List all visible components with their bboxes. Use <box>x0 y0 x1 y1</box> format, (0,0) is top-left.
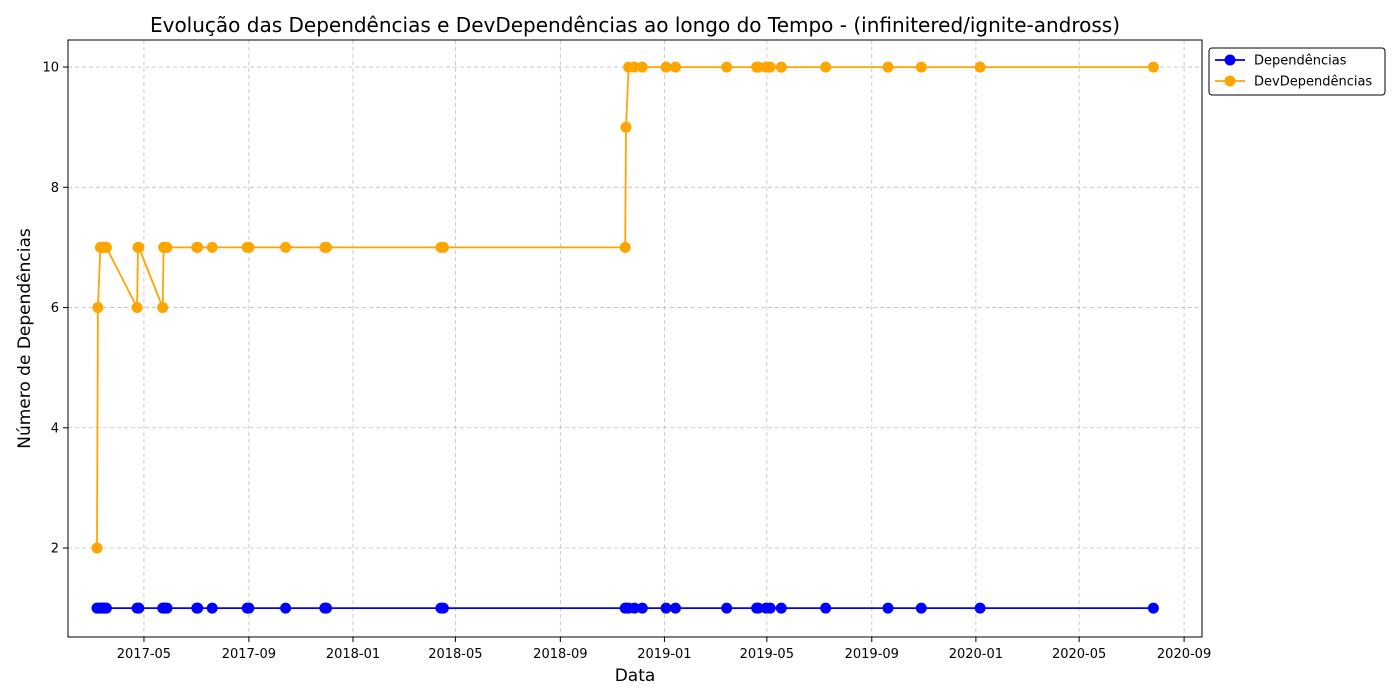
data-point <box>280 241 292 253</box>
legend-marker <box>1224 54 1236 66</box>
data-point <box>660 602 672 614</box>
data-point <box>629 61 641 73</box>
data-point <box>620 121 632 133</box>
x-tick-label: 2018-01 <box>326 647 380 662</box>
y-tick-label: 8 <box>51 181 59 196</box>
data-point <box>752 61 764 73</box>
data-point <box>629 602 641 614</box>
data-point <box>243 602 255 614</box>
x-tick-label: 2018-09 <box>533 647 587 662</box>
legend-label: Dependências <box>1254 54 1347 69</box>
data-point <box>1147 61 1159 73</box>
data-point <box>161 602 173 614</box>
x-axis-label: Data <box>615 666 656 686</box>
data-point <box>636 61 648 73</box>
data-point <box>670 602 681 614</box>
data-point <box>775 602 787 614</box>
data-point <box>670 61 681 73</box>
data-point <box>764 602 776 614</box>
series-layer <box>91 61 1159 614</box>
data-point <box>882 602 894 614</box>
data-point <box>92 302 104 313</box>
data-point <box>133 241 145 253</box>
data-point <box>721 602 733 614</box>
data-point <box>321 602 332 614</box>
data-point <box>820 61 832 73</box>
y-axis: 2 4 6 8 10 <box>42 61 68 557</box>
data-point <box>192 602 204 614</box>
series-1 <box>91 602 1159 614</box>
data-point <box>437 602 449 614</box>
data-point <box>775 61 787 73</box>
data-point <box>721 61 733 73</box>
data-point <box>100 241 112 253</box>
data-point <box>206 241 218 253</box>
data-point <box>974 61 986 73</box>
data-point <box>619 241 631 253</box>
legend-entry: Dependências <box>1215 54 1347 69</box>
data-point <box>131 302 143 313</box>
legend-marker <box>1224 75 1236 87</box>
data-point <box>752 602 764 614</box>
chart-title: Evolução das Dependências e DevDependênc… <box>150 13 1120 37</box>
y-tick-label: 10 <box>42 61 59 76</box>
x-tick-label: 2020-01 <box>949 647 1003 662</box>
legend-label: DevDependências <box>1254 75 1372 90</box>
data-point <box>321 241 332 253</box>
data-point <box>915 61 927 73</box>
data-point <box>161 241 173 253</box>
y-tick-label: 4 <box>51 421 59 436</box>
data-point <box>820 602 832 614</box>
legend: Dependências DevDependências <box>1208 47 1386 96</box>
x-tick-label: 2019-05 <box>740 647 794 662</box>
data-point <box>974 602 986 614</box>
data-point <box>280 602 292 614</box>
y-axis-label: Número de Dependências <box>15 228 35 449</box>
data-point <box>915 602 927 614</box>
y-tick-label: 2 <box>51 542 59 557</box>
x-tick-label: 2017-05 <box>117 647 171 662</box>
data-point <box>636 602 648 614</box>
data-point <box>243 241 255 253</box>
plot-frame <box>67 39 1203 638</box>
legend-box <box>1208 47 1386 96</box>
data-point <box>192 241 204 253</box>
data-point <box>1147 602 1159 614</box>
y-tick-label: 6 <box>51 301 59 316</box>
x-tick-label: 2019-01 <box>637 647 691 662</box>
data-point <box>437 241 449 253</box>
data-point <box>133 602 145 614</box>
data-point <box>157 302 169 313</box>
data-point <box>882 61 894 73</box>
x-axis: 2017-05 2017-09 2018-01 2018-05 2018-09 2019-… <box>117 637 1211 662</box>
data-point <box>764 61 776 73</box>
x-tick-label: 2017-09 <box>222 647 276 662</box>
legend-entry: DevDependências <box>1215 75 1372 90</box>
data-point <box>100 602 112 614</box>
grid <box>68 40 1202 637</box>
x-tick-label: 2019-09 <box>845 647 899 662</box>
data-point <box>206 602 218 614</box>
x-tick-label: 2018-05 <box>428 647 482 662</box>
data-point <box>91 542 103 554</box>
series-2 <box>91 61 1159 554</box>
x-tick-label: 2020-09 <box>1157 647 1211 662</box>
data-point <box>660 61 672 73</box>
x-tick-label: 2020-05 <box>1052 647 1106 662</box>
